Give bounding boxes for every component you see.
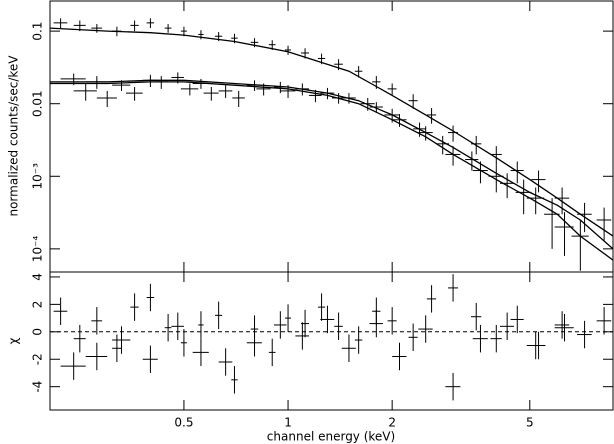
- x-tick-label: 5: [526, 416, 534, 430]
- y-tick-label: 0: [31, 328, 45, 336]
- x-axis-label: channel energy (keV): [267, 430, 395, 444]
- y-tick-label: 2: [31, 301, 45, 309]
- y-tick-label: 10⁻⁴: [31, 235, 45, 262]
- y-tick-label: 0.1: [31, 22, 45, 41]
- y-tick-label: -2: [31, 353, 45, 365]
- y-tick-label: 10⁻³: [31, 163, 45, 190]
- y-tick-label: 0.01: [31, 90, 45, 117]
- y-tick-label: 4: [30, 273, 44, 281]
- plot-frame: [49, 0, 614, 273]
- model-line: [49, 27, 614, 237]
- y-axis-label: χ: [7, 337, 21, 344]
- x-tick-label: 0.5: [174, 416, 193, 430]
- x-tick-label: 1: [284, 416, 292, 430]
- x-tick-label: 2: [388, 416, 396, 430]
- y-axis-label: normalized counts/sec/keV: [7, 55, 21, 217]
- y-tick-label: -4: [31, 381, 45, 393]
- plot-frame: [49, 271, 614, 411]
- model-line: [50, 79, 614, 250]
- model-line: [50, 81, 614, 261]
